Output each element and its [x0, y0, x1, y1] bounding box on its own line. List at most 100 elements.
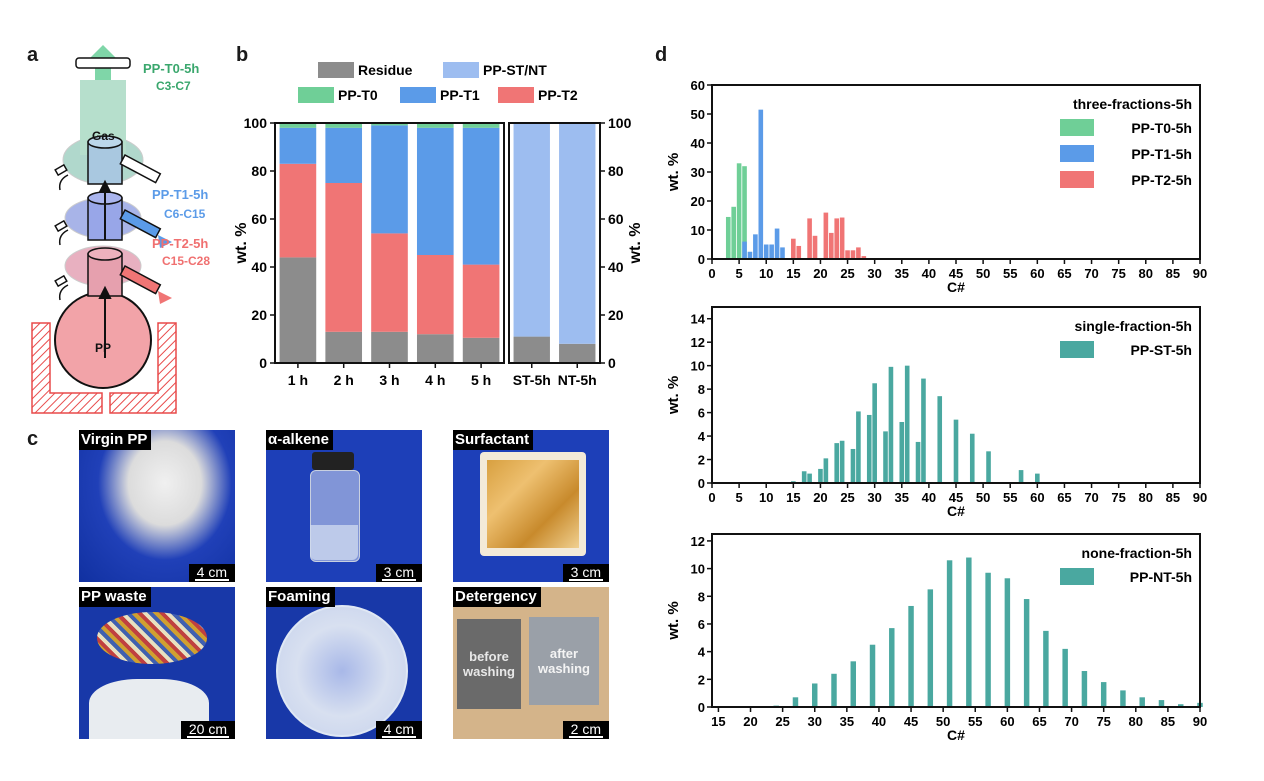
t1-side-outlet — [119, 208, 162, 239]
x-tick-label: 5 — [735, 490, 742, 505]
bar — [818, 468, 823, 483]
x-tick-label: NT-5h — [558, 372, 597, 388]
x-tick-label: 45 — [949, 490, 963, 505]
distillation-schematic: Gas PP PP-T0-5h C3-C7 PP-T1-5h C6-C15 PP… — [31, 45, 210, 414]
x-tick-label: 15 — [786, 490, 800, 505]
y-tick-label: 6 — [698, 406, 705, 421]
bar — [792, 697, 799, 707]
bar — [966, 557, 972, 707]
bar — [915, 441, 921, 483]
y-axis-label: wt. % — [665, 376, 682, 415]
y-tick-label: 0 — [698, 476, 705, 491]
y-axis-label: wt. % — [233, 223, 250, 265]
x-tick-label: 3 h — [379, 372, 399, 388]
bar-segment — [416, 334, 454, 363]
scale-bar: 2 cm — [562, 721, 609, 739]
gas-label: Gas — [92, 129, 115, 143]
bar — [769, 244, 774, 259]
scale-bar: 20 cm — [180, 721, 235, 739]
after-washing-cloth: after washing — [529, 617, 599, 705]
bar-segment — [513, 123, 550, 337]
bar — [796, 245, 802, 259]
x-tick-label: 80 — [1139, 266, 1153, 281]
bar-segment — [325, 331, 363, 363]
y-tick-label: 0 — [698, 700, 705, 715]
legend-swatch — [1060, 341, 1094, 358]
y-tick-label: 20 — [251, 307, 267, 323]
t2-side-outlet — [119, 264, 162, 295]
bar — [1018, 470, 1024, 483]
bar — [774, 228, 780, 259]
x-tick-label: 10 — [759, 490, 773, 505]
legend-swatch — [1060, 171, 1094, 188]
y-tick-label: 10 — [691, 562, 705, 577]
bar — [823, 212, 829, 259]
bar-segment — [462, 127, 500, 265]
bar — [807, 473, 812, 483]
y-axis-label: wt. % — [665, 153, 682, 192]
photo-label: Detergency — [453, 587, 541, 607]
bar — [1043, 630, 1049, 707]
x-tick-label: 5 — [735, 266, 742, 281]
bar — [889, 628, 895, 707]
x-tick-label: 2 h — [334, 372, 354, 388]
y-tick-label-right: 0 — [608, 355, 616, 371]
x-tick-label: 65 — [1057, 266, 1071, 281]
y-tick-label: 10 — [691, 359, 705, 374]
bar — [801, 471, 807, 483]
y-axis-label: wt. % — [665, 601, 682, 640]
y-tick-label: 2 — [698, 453, 705, 468]
x-axis-label: C# — [947, 279, 965, 295]
photo-virgin-pp: Virgin PP 4 cm — [79, 430, 235, 582]
bar — [1062, 648, 1068, 707]
bar — [850, 250, 856, 259]
bar-segment — [462, 264, 500, 338]
legend-label: PP-T2-5h — [1131, 172, 1192, 188]
x-tick-label: 55 — [1003, 266, 1017, 281]
x-tick-label: 35 — [840, 714, 854, 729]
bar — [742, 241, 747, 259]
x-tick-label: 90 — [1193, 714, 1207, 729]
x-axis-label: C# — [947, 727, 965, 743]
y-tick-label: 20 — [691, 194, 705, 209]
bar — [845, 250, 850, 259]
x-tick-label: 50 — [976, 266, 990, 281]
x-tick-label: 50 — [936, 714, 950, 729]
x-tick-label: 70 — [1084, 490, 1098, 505]
x-tick-label: 4 h — [425, 372, 445, 388]
bar — [731, 206, 736, 259]
legend-label: PP-T1 — [440, 87, 480, 103]
panel-letter-b: b — [236, 44, 249, 66]
y-tick-label: 0 — [698, 252, 705, 267]
x-tick-label: 55 — [968, 714, 982, 729]
x-tick-label: 75 — [1111, 266, 1125, 281]
bar — [831, 673, 837, 707]
carbon-distribution-none-fraction: 15 20 25 30 35 40 45 50 55 60 65 70 75 80 85 90 0 2 4 6 8 10 1… — [665, 533, 1207, 743]
bar-segment — [462, 337, 500, 363]
x-tick-label: 45 — [904, 714, 918, 729]
heater-mantle — [31, 322, 177, 414]
axes-frame-right — [508, 122, 601, 364]
x-tick-label: 10 — [759, 266, 773, 281]
legend-label: PP-ST/NT — [483, 62, 547, 78]
bar — [753, 234, 758, 259]
x-tick-label: 90 — [1193, 490, 1207, 505]
legend-label: Residue — [358, 62, 413, 78]
x-tick-label: 20 — [813, 490, 827, 505]
x-tick-label: 5 h — [471, 372, 491, 388]
x-tick-label: 20 — [813, 266, 827, 281]
bar-segment — [325, 123, 363, 128]
scale-bar: 3 cm — [562, 564, 609, 582]
bar — [742, 166, 747, 259]
bar — [1139, 697, 1145, 707]
photo-alpha-alkene: α-alkene 3 cm — [266, 430, 422, 582]
bar — [807, 218, 812, 259]
y-tick-label: 4 — [698, 429, 706, 444]
bar-segment — [279, 123, 317, 128]
bar — [850, 448, 856, 483]
y-axis-label-right: wt. % — [627, 223, 644, 265]
x-tick-label: 80 — [1129, 714, 1143, 729]
y-tick-label: 60 — [251, 211, 267, 227]
chart-title: none-fraction-5h — [1082, 545, 1192, 561]
y-tick-label: 12 — [691, 335, 705, 350]
